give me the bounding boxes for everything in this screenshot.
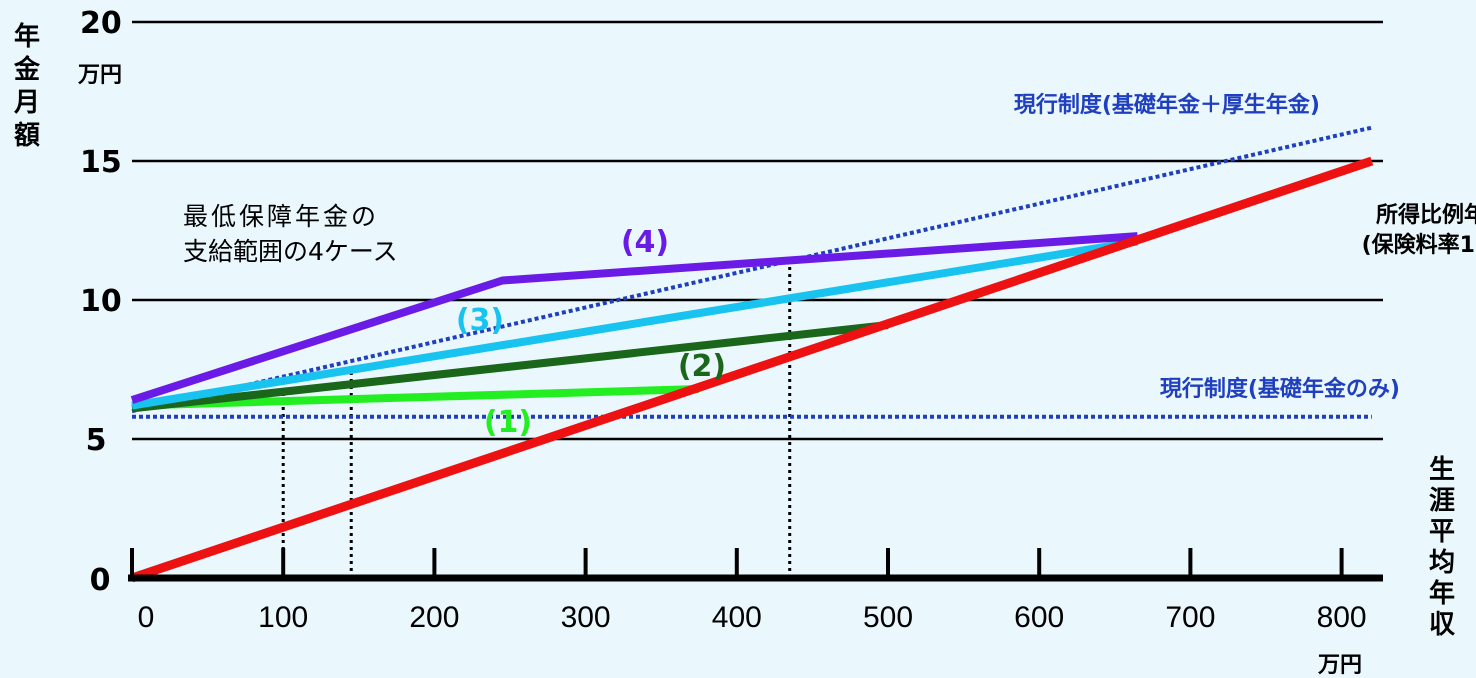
series-lines [130, 125, 1374, 583]
note-line-2: 支給範囲の4ケース [183, 237, 398, 266]
case-label-3: (3) [456, 303, 504, 338]
x-tick-label-400: 400 [712, 601, 762, 634]
x-axis-label-char-1: 生 [1429, 455, 1455, 485]
x-axis-label-char-5: 年 [1429, 578, 1455, 609]
x-tick-label-500: 500 [863, 601, 913, 634]
x-axis-label-char-2: 涯 [1429, 486, 1455, 516]
x-axis-label-char-3: 平 [1429, 517, 1455, 547]
series-line-5 [131, 237, 1139, 410]
series-line-3 [131, 385, 700, 410]
y-tick-label-5: 5 [86, 423, 107, 458]
axes: 0 100 200 300 400 500 600 700 800 0 5 10 15 20 [80, 6, 1383, 634]
x-axis-label-char-4: 均 [1429, 548, 1455, 578]
y-tick-label-15: 15 [80, 145, 122, 180]
series-label-proportional: 所得比例年金 [1376, 202, 1476, 228]
case-label-2: (2) [678, 349, 726, 384]
x-tick-label-200: 200 [409, 601, 459, 634]
x-tick-label-800: 800 [1317, 601, 1367, 634]
y-axis-label-char-1: 年 [14, 21, 40, 52]
series-line-1 [131, 125, 1373, 414]
x-tick-label-700: 700 [1165, 601, 1215, 634]
series-label-current-basic: 現行制度(基礎年金のみ) [1160, 376, 1400, 402]
y-axis-label-char-4: 額 [14, 121, 40, 151]
series-line-7 [130, 156, 1374, 583]
x-tick-label-300: 300 [561, 601, 611, 634]
series-line-6 [130, 232, 1138, 404]
y-tick-label-10: 10 [80, 284, 122, 319]
case-label-1: (1) [484, 405, 532, 440]
series-label-proportional-rate: (保険料率15%) [1362, 232, 1476, 258]
case-label-4: (4) [621, 225, 669, 260]
note-line-1: 最低保障年金の [183, 202, 379, 231]
series-line-4 [131, 321, 889, 413]
series-label-current-full: 現行制度(基礎年金＋厚生年金) [1014, 92, 1320, 118]
x-tick-label-600: 600 [1014, 601, 1064, 634]
y-unit: 万円 [77, 63, 122, 88]
y-axis-label-char-3: 月 [13, 88, 40, 118]
y-tick-label-20: 20 [80, 6, 122, 41]
x-axis-label-char-6: 収 [1429, 610, 1456, 640]
grid [132, 20, 1383, 441]
y-axis-label-char-2: 金 [13, 54, 41, 85]
x-tick-label-100: 100 [258, 601, 308, 634]
x-tick-label-0: 0 [138, 601, 155, 634]
y-tick-label-0: 0 [90, 563, 111, 598]
x-unit: 万円 [1317, 653, 1362, 678]
